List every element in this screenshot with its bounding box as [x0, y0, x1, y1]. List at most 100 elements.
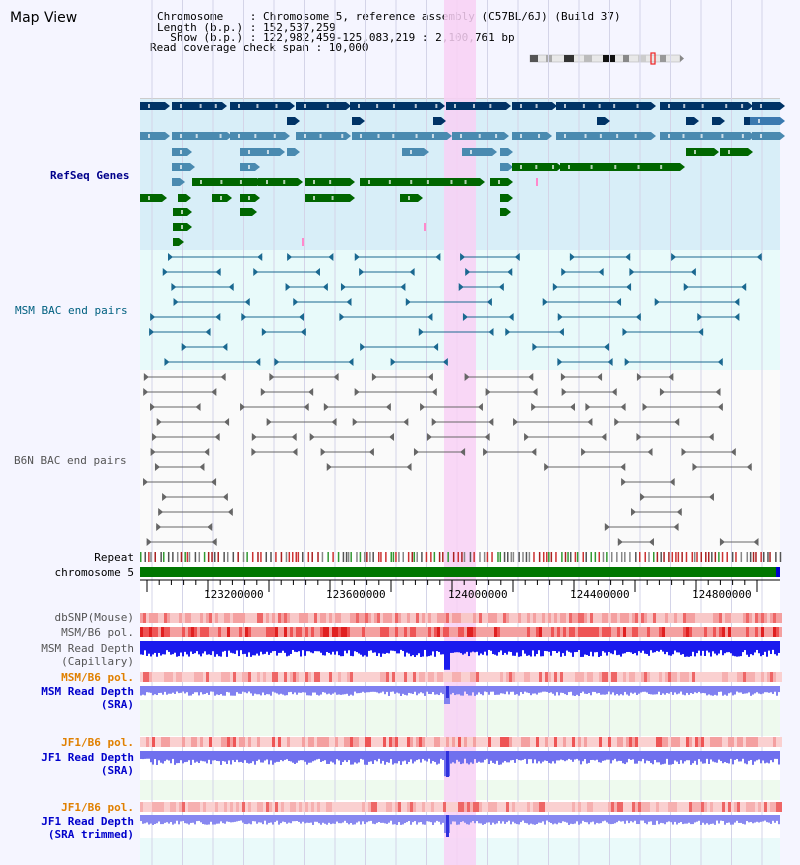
depth-bar: [360, 815, 362, 825]
heat-cell: [269, 627, 272, 637]
depth-bar: [412, 641, 414, 656]
heat-cell: [302, 737, 305, 747]
depth-bar: [702, 641, 704, 651]
depth-bar: [598, 815, 600, 824]
depth-bar: [378, 641, 380, 654]
heat-cell: [482, 737, 485, 747]
gene-exon-mark: [377, 134, 380, 138]
heat-cell: [710, 613, 713, 623]
bac-end-marker: [150, 313, 156, 321]
heat-cell: [254, 672, 257, 682]
heat-cell: [431, 737, 434, 747]
heat-cell: [407, 802, 410, 812]
bac-end-pair: [293, 298, 352, 306]
heat-cell: [470, 627, 473, 637]
depth-bar: [568, 686, 570, 693]
depth-bar: [444, 641, 446, 670]
heat-cell: [257, 672, 260, 682]
bac-end-marker: [557, 358, 563, 366]
depth-bar: [484, 815, 486, 824]
heat-cell: [536, 613, 539, 623]
depth-bar: [416, 751, 418, 761]
bac-end-marker: [622, 328, 628, 336]
gene-arrow: [165, 102, 170, 110]
depth-bar: [474, 641, 476, 653]
depth-bar: [460, 641, 462, 654]
heat-cell: [389, 627, 392, 637]
heat-cell: [593, 672, 596, 682]
depth-bar: [650, 815, 652, 822]
depth-bar: [182, 641, 184, 657]
depth-bar: [468, 815, 470, 825]
heat-cell: [203, 613, 206, 623]
depth-bar: [210, 686, 212, 692]
heat-cell: [512, 737, 515, 747]
repeat-mark: [307, 552, 310, 562]
heat-cell: [776, 627, 779, 637]
depth-bar: [214, 641, 216, 657]
heat-cell: [236, 672, 239, 682]
depth-bar: [424, 641, 426, 650]
bac-end-pair: [692, 463, 752, 471]
repeat-mark: [525, 552, 528, 562]
gene-arrow: [780, 117, 785, 125]
depth-bar: [478, 641, 480, 656]
gene-body: [433, 117, 441, 125]
repeat-mark: [497, 552, 499, 562]
heat-cell: [335, 672, 338, 682]
heat-cell: [752, 672, 755, 682]
heat-cell: [743, 802, 746, 812]
gene-feature: [173, 208, 192, 216]
depth-bar: [570, 751, 572, 760]
depth-bar: [156, 641, 158, 657]
depth-bar: [744, 641, 746, 651]
heat-cell: [509, 802, 512, 812]
depth-bar: [732, 815, 734, 825]
depth-bar: [634, 751, 636, 764]
heat-cell: [629, 802, 632, 812]
depth-bar: [292, 641, 294, 650]
depth-bar: [612, 815, 614, 824]
heat-cell: [293, 737, 296, 747]
depth-bar: [302, 641, 304, 651]
depth-bar: [610, 641, 612, 654]
depth-bar: [418, 751, 420, 760]
heat-cell: [320, 627, 323, 637]
chromosome-ideogram[interactable]: [528, 52, 688, 66]
depth-bar: [516, 641, 518, 653]
heat-cell: [629, 613, 632, 623]
heat-cell: [488, 802, 491, 812]
depth-bar: [246, 641, 248, 657]
gene-exon-mark: [464, 180, 467, 184]
depth-bar: [656, 641, 658, 651]
depth-bar: [258, 686, 260, 695]
heat-cell: [419, 802, 422, 812]
bac-end-marker: [631, 508, 637, 516]
depth-bar: [706, 815, 708, 824]
repeat-mark: [648, 552, 650, 562]
gene-feature: [352, 132, 452, 140]
depth-bar: [494, 686, 496, 695]
depth-bar: [466, 641, 468, 652]
heat-cell: [329, 613, 332, 623]
depth-bar: [320, 686, 322, 695]
depth-bar: [222, 751, 224, 761]
heat-cell: [239, 737, 242, 747]
heat-cell: [305, 802, 308, 812]
repeat-mark: [479, 552, 481, 562]
heat-cell: [194, 737, 197, 747]
gene-feature: [556, 132, 656, 140]
heat-cell: [464, 737, 467, 747]
depth-bar: [698, 641, 700, 651]
heat-cell: [557, 627, 560, 637]
heat-cell: [656, 802, 659, 812]
heat-cell: [164, 802, 167, 812]
repeat-mark: [691, 552, 694, 562]
gene-body: [500, 194, 508, 202]
heat-cell: [476, 627, 479, 637]
bac-end-pair: [462, 313, 514, 321]
depth-bar: [620, 686, 622, 695]
gene-exon-mark: [368, 180, 370, 184]
